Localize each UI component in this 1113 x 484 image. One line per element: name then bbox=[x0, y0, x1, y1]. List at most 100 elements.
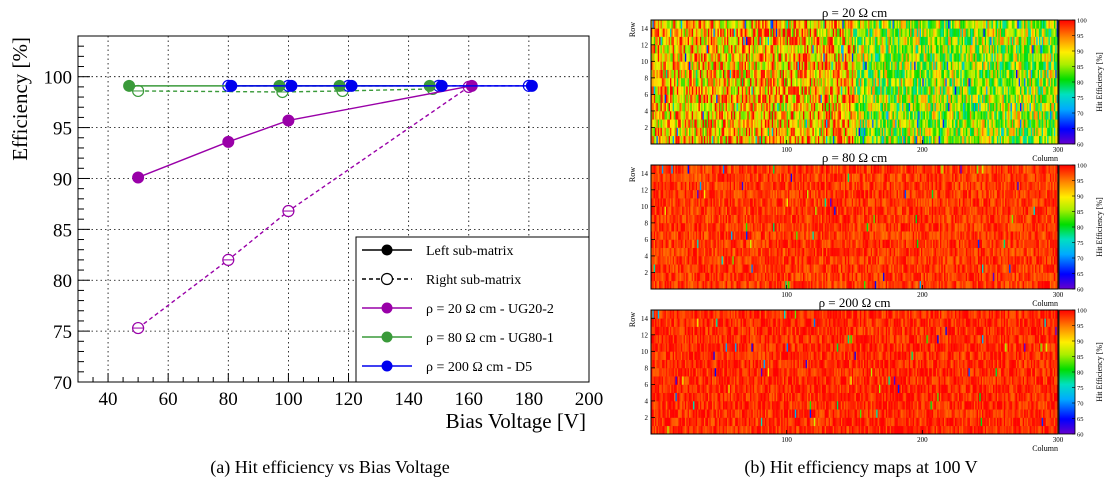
heatmap-cell bbox=[732, 110, 735, 120]
heatmap-cell bbox=[752, 69, 755, 79]
heatmap-cell bbox=[755, 28, 758, 37]
heatmap-cell bbox=[729, 77, 732, 87]
heatmap-cell bbox=[679, 53, 682, 62]
heatmap-cell bbox=[744, 135, 747, 145]
heatmap-cell bbox=[717, 77, 720, 87]
heatmap-cell bbox=[736, 44, 739, 54]
heatmap-cell bbox=[701, 86, 703, 95]
heatmap-cell bbox=[697, 102, 699, 112]
heatmap-cell bbox=[705, 28, 707, 37]
heatmap-cell bbox=[701, 36, 703, 46]
heatmap-cell bbox=[710, 102, 713, 112]
heatmap-cell bbox=[691, 36, 694, 46]
data-point bbox=[282, 114, 295, 127]
heatmap-cell bbox=[756, 127, 759, 137]
heatmap-cell bbox=[669, 94, 672, 104]
heatmap-cell bbox=[748, 61, 751, 70]
heatmap-cell bbox=[722, 53, 725, 62]
heatmap-cell bbox=[687, 69, 690, 79]
heatmap-cell bbox=[701, 28, 703, 37]
heatmap-cell bbox=[754, 94, 756, 104]
heatmap-cell bbox=[709, 69, 712, 79]
legend-entry: Right sub-matrix bbox=[362, 272, 521, 288]
heatmap-cell bbox=[691, 61, 694, 70]
heatmap-cell bbox=[702, 102, 705, 112]
heatmap-cell bbox=[675, 36, 678, 46]
heatmap-cell bbox=[747, 28, 750, 37]
heatmap-cell bbox=[671, 94, 674, 104]
heatmap-cell bbox=[669, 135, 672, 145]
x-tick-label: 100 bbox=[274, 389, 303, 410]
heatmap-cell bbox=[763, 94, 766, 104]
heatmap-cell bbox=[697, 28, 699, 37]
heatmap-cell bbox=[733, 86, 736, 95]
heatmap-cell bbox=[664, 61, 667, 70]
heatmap-cell bbox=[679, 61, 682, 70]
heatmap-cell bbox=[752, 102, 755, 112]
heatmap-cell bbox=[710, 119, 713, 128]
heatmap-cell bbox=[672, 110, 675, 120]
heatmap-cell bbox=[741, 53, 744, 62]
heatmap-cell bbox=[766, 61, 769, 70]
heatmap-cell bbox=[759, 69, 762, 79]
heatmap-cell bbox=[722, 127, 725, 137]
heatmap-cell bbox=[718, 110, 721, 120]
heatmap-cell bbox=[763, 110, 766, 120]
heatmap-cell bbox=[688, 61, 691, 70]
series-line bbox=[137, 85, 472, 179]
heatmap-cell bbox=[690, 110, 693, 120]
heatmap-cell bbox=[755, 53, 758, 62]
heatmap-cells bbox=[651, 20, 1059, 145]
heatmap-cell bbox=[680, 36, 683, 46]
heatmap-cell bbox=[759, 119, 762, 128]
heatmap-cell bbox=[714, 94, 717, 104]
heatmap-cell bbox=[739, 135, 741, 145]
heatmap-cell bbox=[754, 36, 756, 46]
heatmap-cell bbox=[691, 110, 694, 120]
heatmap-cell bbox=[741, 28, 744, 37]
colorbar-tick-label: 60 bbox=[1077, 142, 1084, 149]
heatmap-cell bbox=[729, 110, 732, 120]
heatmap-cell bbox=[669, 36, 672, 46]
heatmap-cell bbox=[773, 94, 775, 104]
heatmap-cell bbox=[756, 61, 759, 70]
heatmap-cell bbox=[660, 127, 663, 137]
heatmap-cell bbox=[771, 20, 774, 29]
heatmap-cell bbox=[722, 61, 725, 70]
heatmap-cell bbox=[694, 61, 697, 70]
heatmap-cell bbox=[657, 69, 660, 79]
heatmap-cell bbox=[713, 119, 716, 128]
heatmap-cell bbox=[659, 127, 661, 137]
heatmap-cell bbox=[688, 36, 691, 46]
heatmap-cell bbox=[718, 77, 721, 87]
x-tick-label: 200 bbox=[575, 389, 604, 410]
heatmap-cell bbox=[759, 53, 762, 62]
heatmap-cell bbox=[687, 119, 690, 128]
heatmap-cell bbox=[682, 53, 684, 62]
heatmap-cell bbox=[702, 28, 705, 37]
heatmap-cell bbox=[751, 94, 754, 104]
heatmap-cell bbox=[698, 36, 701, 46]
heatmap-cell bbox=[684, 20, 687, 29]
heatmap-cell bbox=[661, 28, 664, 37]
heatmap-cell bbox=[667, 135, 669, 145]
heatmap-cell bbox=[713, 28, 716, 37]
heatmap-cell bbox=[655, 20, 657, 29]
colorbar-tick-label: 80 bbox=[1077, 80, 1084, 87]
heatmap-cell bbox=[665, 69, 668, 79]
heatmap-cell bbox=[697, 94, 699, 104]
heatmap-cell bbox=[710, 28, 713, 37]
heatmap-cell bbox=[741, 94, 744, 104]
heatmap-cell bbox=[674, 110, 676, 120]
heatmap-cell bbox=[655, 53, 657, 62]
heatmap-cell bbox=[713, 110, 716, 120]
heatmap-cell bbox=[698, 102, 701, 112]
heatmap-cell bbox=[690, 44, 693, 54]
heatmap-cell bbox=[712, 61, 714, 70]
heatmap-cell bbox=[769, 94, 771, 104]
heatmap-cell bbox=[718, 53, 721, 62]
heatmap-cell bbox=[676, 61, 679, 70]
heatmap-cell bbox=[714, 69, 717, 79]
heatmap-cell bbox=[728, 86, 731, 95]
heatmap-cell bbox=[748, 94, 751, 104]
